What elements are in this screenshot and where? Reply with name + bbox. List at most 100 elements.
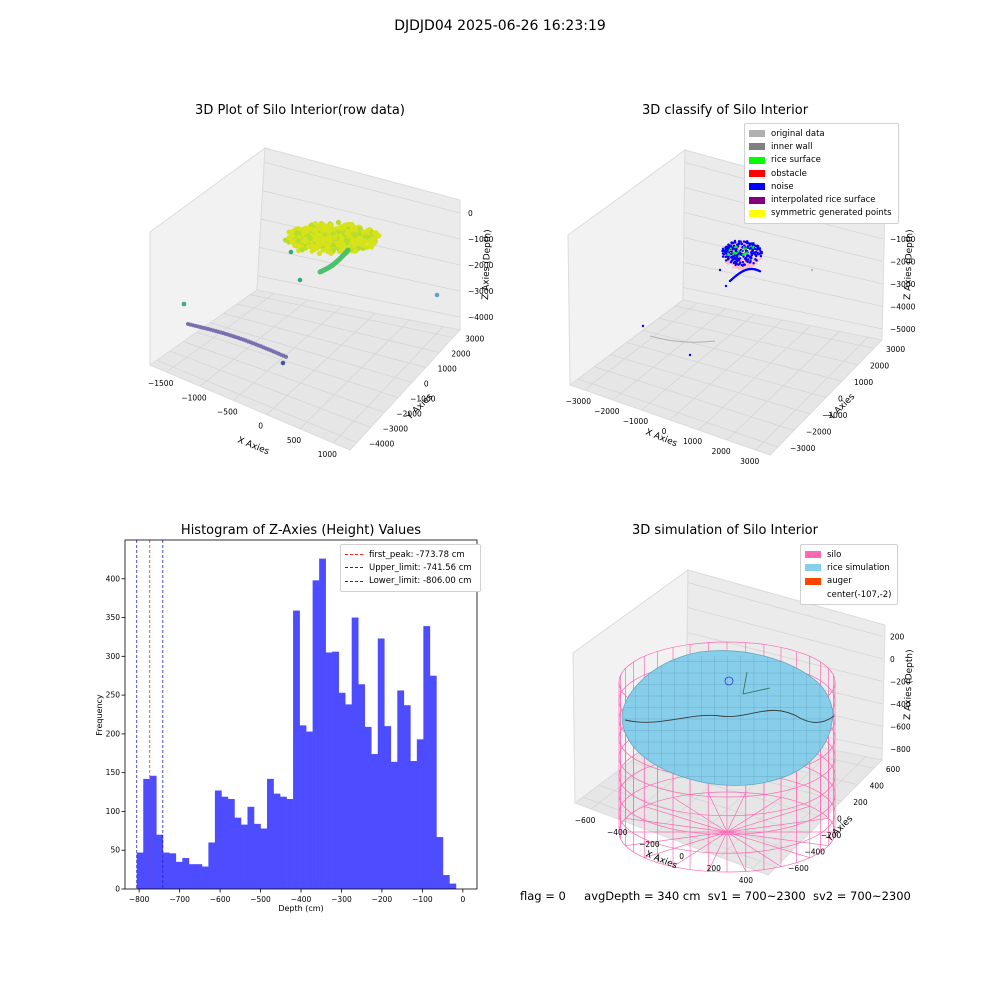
surface-point [368, 240, 373, 245]
x-gridline [756, 337, 868, 450]
interpolated-point [726, 253, 729, 256]
surface-point [358, 241, 363, 246]
surface-point [350, 234, 355, 239]
surface-point [316, 226, 321, 231]
noise-point [731, 256, 733, 258]
x-gridline [699, 326, 811, 430]
line-point [201, 326, 205, 330]
interpolated-point [728, 251, 731, 254]
histogram-bar [449, 884, 456, 889]
surface-point [324, 224, 329, 229]
histogram-bar [436, 837, 443, 889]
surface-point [336, 245, 341, 250]
outlier-point [281, 361, 286, 366]
surface-point [341, 247, 346, 252]
x-tick-label: −2000 [594, 407, 620, 416]
noise-point [723, 250, 725, 252]
surface-point [330, 247, 335, 252]
surface-point [362, 237, 367, 242]
surface-point [350, 223, 355, 228]
rice-surface-point [736, 246, 738, 248]
x-gridline [333, 327, 443, 443]
surface-point [341, 237, 346, 242]
arc-point [327, 265, 332, 270]
surface-point [308, 233, 313, 238]
surface-point [343, 232, 348, 237]
silo-spoke [727, 832, 781, 867]
legend-label: Lower_limit: -806.00 cm [369, 576, 471, 586]
noise-point [756, 252, 758, 254]
histogram-bar [384, 726, 391, 889]
line-point [254, 342, 258, 346]
y-tick-label: −200 [821, 831, 842, 840]
arc-point [319, 269, 324, 274]
histogram-bar [221, 797, 228, 889]
legend-swatch [749, 130, 765, 137]
histogram-bar [397, 690, 404, 889]
interpolated-point [730, 244, 733, 247]
surface-point [307, 240, 312, 245]
surface-point [292, 228, 297, 233]
surface-point [346, 245, 351, 250]
noise-point [734, 241, 736, 243]
legend-label: auger [827, 576, 852, 586]
surface-point [338, 226, 343, 231]
noise-point [736, 260, 738, 262]
noise-point [735, 262, 737, 264]
noise-point [734, 264, 736, 266]
noise-point [749, 256, 751, 258]
line-point [264, 346, 268, 350]
legend-label: Upper_limit: -741.56 cm [369, 563, 472, 573]
surface-point [317, 251, 322, 256]
surface-point [372, 237, 377, 242]
arc-point [326, 265, 331, 270]
legend-label: first_peak: -773.78 cm [369, 550, 465, 560]
surface-point [306, 230, 311, 235]
surface-point [320, 248, 325, 253]
surface-point [327, 221, 332, 226]
histogram-bar [345, 704, 352, 889]
noise-point [728, 251, 730, 253]
noise-point [736, 251, 738, 253]
surface-point [318, 223, 323, 228]
noise-point [739, 253, 741, 255]
surface-point [367, 236, 372, 241]
y-gridline [170, 351, 371, 428]
original-point [811, 269, 813, 271]
panel-title-raw: 3D Plot of Silo Interior(row data) [150, 103, 450, 118]
noise-point [739, 252, 741, 254]
line-point [199, 325, 203, 329]
surface-point [312, 226, 317, 231]
noise-point [732, 247, 734, 249]
surface-point [364, 232, 369, 237]
surface-point [335, 227, 340, 232]
histogram-legend: first_peak: -773.78 cm Upper_limit: -741.… [340, 544, 481, 592]
noise-point [730, 250, 732, 252]
x-gridline [688, 743, 801, 845]
noise-arc-point [735, 275, 737, 277]
surface-point [371, 240, 376, 245]
surface-point [303, 227, 308, 232]
interpolated-point [746, 265, 749, 268]
noise-point [749, 256, 751, 258]
noise-point [751, 253, 753, 255]
noise-point [761, 252, 763, 254]
noise-arc-point [731, 278, 733, 280]
noise-point [732, 248, 734, 250]
y-tick-label: 2000 [451, 350, 470, 359]
interpolated-point [723, 248, 726, 251]
surface-point [300, 245, 305, 250]
surface-point [368, 236, 373, 241]
z-tick-label: −2000 [468, 261, 494, 270]
surface-point [355, 228, 360, 233]
surface-point [367, 239, 372, 244]
floor-pane [575, 720, 882, 875]
surface-point [324, 228, 329, 233]
noise-point [735, 249, 737, 251]
x-tick-label: 500 [287, 436, 302, 445]
surface-point [327, 225, 332, 230]
surface-point [313, 237, 318, 242]
arc-point [343, 250, 348, 255]
noise-point [730, 253, 732, 255]
interpolated-point [741, 262, 744, 265]
